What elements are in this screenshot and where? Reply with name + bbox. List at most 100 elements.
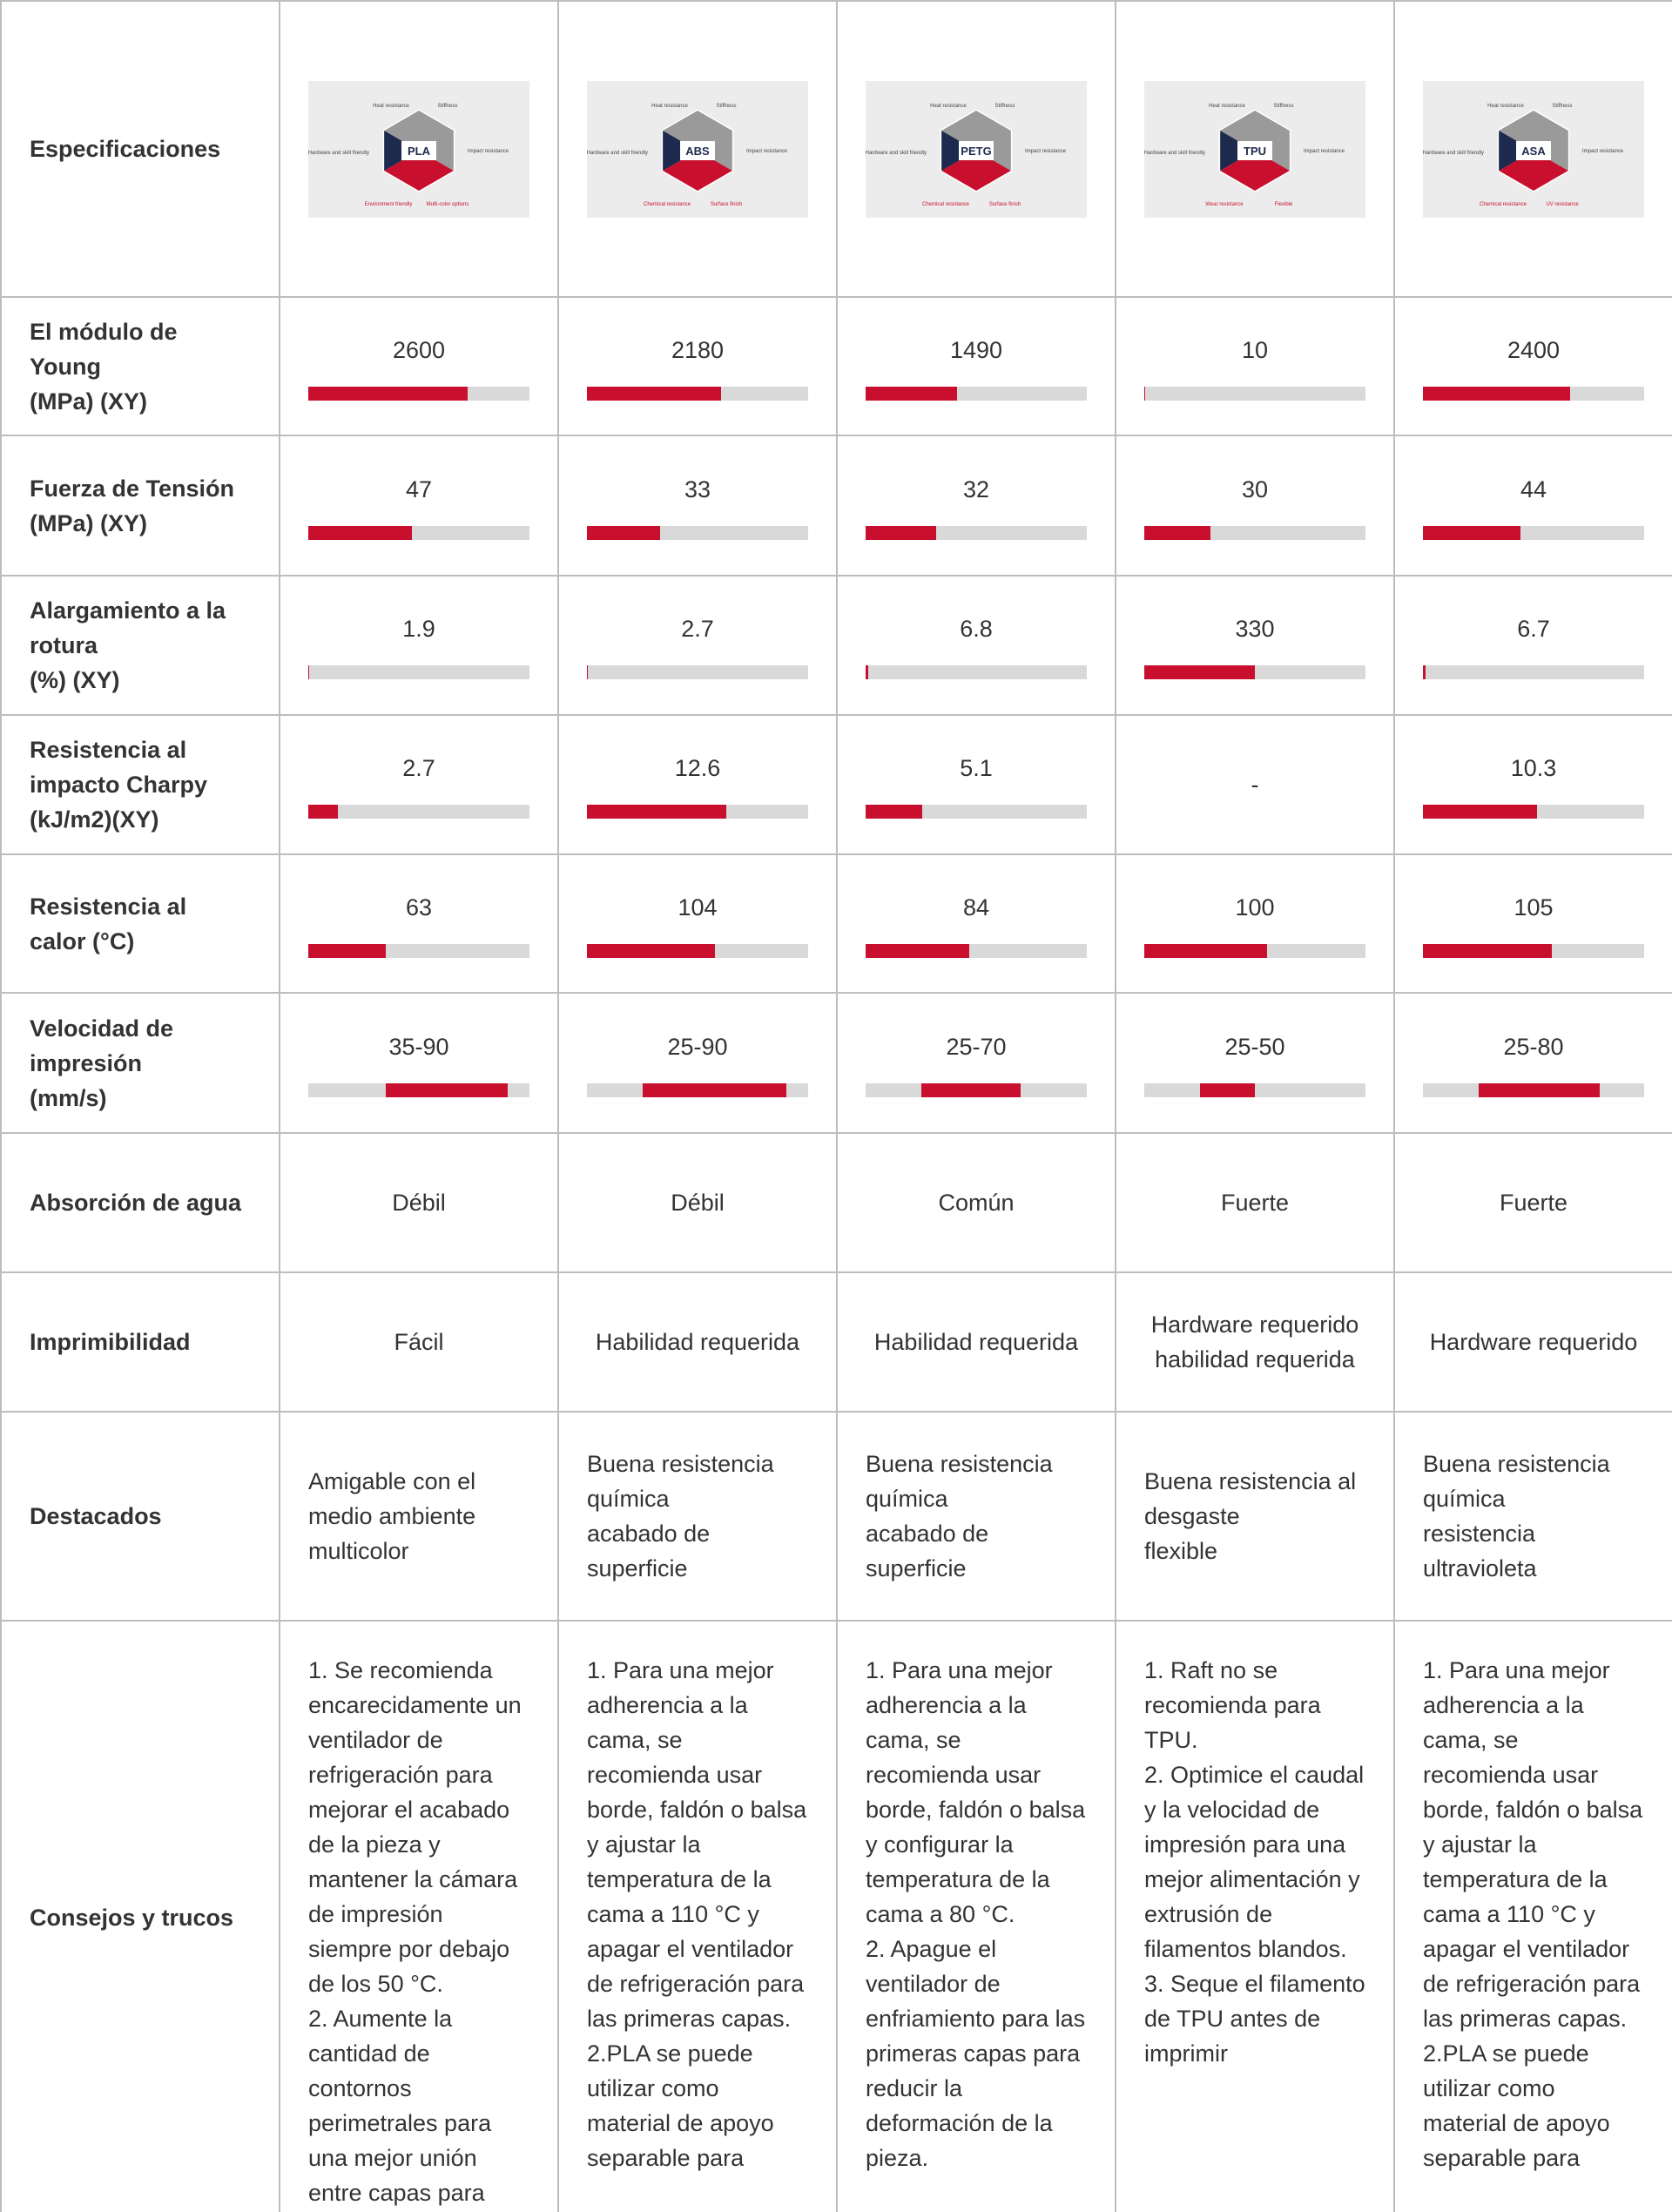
feature-label: Impact resistance — [468, 149, 509, 154]
value-text: 10 — [1241, 336, 1269, 363]
bar — [1144, 943, 1268, 958]
range-bar — [1478, 1082, 1601, 1097]
name-box — [1516, 140, 1551, 160]
value-cell: 2.7 — [279, 714, 559, 855]
bar-track — [1144, 1082, 1365, 1097]
bar-track — [587, 805, 808, 819]
row-label: Especificaciones — [0, 0, 280, 298]
feature-label: Impact resistance — [746, 149, 788, 154]
value-text: 2400 — [1507, 336, 1561, 363]
text-cell: 1. Se recomienda encarecidamente un vent… — [279, 1620, 559, 2212]
text-cell: Débil — [557, 1132, 838, 1273]
bar-track — [587, 1082, 808, 1097]
bar-track — [308, 525, 529, 540]
row-label: Imprimibilidad — [0, 1271, 280, 1413]
spec-row: Absorción de agua Débil Débil Común Fuerte Fu… — [0, 1132, 1672, 1273]
text-cell: Buena resistencia química resistencia ul… — [1393, 1411, 1672, 1622]
bar-track — [308, 805, 529, 819]
value-text: 10.3 — [1510, 755, 1557, 781]
name-box — [401, 140, 436, 160]
highlight-label: Multi-color options — [427, 202, 469, 207]
value-text: 33 — [684, 475, 711, 502]
bar-track — [308, 1082, 529, 1097]
spec-row: El módulo de Young (MPa) (XY) 2600 2180 149… — [0, 296, 1672, 436]
value-cell: 6.7 — [1393, 575, 1672, 716]
bar-track — [308, 665, 529, 679]
highlight-label: UV resistance — [1546, 202, 1579, 207]
value-text: 25-80 — [1503, 1033, 1564, 1060]
bar-track — [587, 943, 808, 958]
bar-track — [866, 943, 1087, 958]
cell-text: 1. Para una mejor adherencia a la cama, … — [866, 1657, 1086, 2171]
material-cell: TPU Heat resistance Stiffness Impact resist… — [1115, 0, 1395, 298]
bar — [1144, 386, 1145, 401]
bar — [1423, 805, 1537, 819]
value-text: 6.7 — [1517, 616, 1550, 642]
bar-track — [1423, 1082, 1644, 1097]
range-bar — [642, 1082, 786, 1097]
cell-text: Débil — [392, 1190, 446, 1216]
value-text: 5.1 — [960, 755, 993, 781]
value-cell: 25-70 — [836, 992, 1116, 1134]
value-text: 25-90 — [667, 1033, 728, 1060]
value-text: 1.9 — [402, 616, 435, 642]
range-bar — [1199, 1082, 1255, 1097]
value-text: 32 — [962, 475, 990, 502]
text-cell: Fuerte — [1393, 1132, 1672, 1273]
bar — [308, 525, 413, 540]
feature-label: Hardware and skill friendly — [587, 151, 648, 156]
bar-track — [1423, 665, 1644, 679]
text-cell: 1. Para una mejor adherencia a la cama, … — [1393, 1620, 1672, 2212]
bar — [866, 805, 922, 819]
text-cell: Hardware requerido habilidad requerida — [1115, 1271, 1395, 1413]
value-text: 44 — [1520, 475, 1547, 502]
value-cell: 2180 — [557, 296, 838, 436]
material-name: ABS — [685, 145, 710, 158]
material-diagram: PLA Heat resistance Stiffness Impact resist… — [308, 80, 529, 218]
feature-label: Heat resistance — [1209, 104, 1245, 109]
bar-track — [1144, 943, 1365, 958]
hex-bottom — [1499, 150, 1568, 191]
text-cell: Habilidad requerida — [836, 1271, 1116, 1413]
value-text: 35-90 — [388, 1033, 449, 1060]
bar — [308, 805, 339, 819]
bar-track — [308, 943, 529, 958]
bar — [866, 943, 969, 958]
highlight-label: Surface finish — [989, 202, 1021, 207]
bar — [587, 386, 721, 401]
cell-text: 1. Raft no se recomienda para TPU. 2. Op… — [1144, 1657, 1365, 2067]
value-text: 25-50 — [1224, 1033, 1285, 1060]
row-label: Destacados — [0, 1411, 280, 1622]
spec-row: Alargamiento a la rotura (%) (XY) 1.9 2.7 6… — [0, 575, 1672, 716]
bar — [1144, 665, 1255, 679]
row-label: Absorción de agua — [0, 1132, 280, 1273]
bar-track — [587, 665, 808, 679]
value-text: 2600 — [392, 336, 446, 363]
value-cell: 84 — [836, 853, 1116, 994]
spec-row: Consejos y trucos 1. Se recomienda encare… — [0, 1620, 1672, 2212]
value-text: 330 — [1235, 616, 1275, 642]
bar-track — [1423, 386, 1644, 401]
spec-row: Destacados Amigable con el medio ambiente… — [0, 1411, 1672, 1622]
value-cell: 1490 — [836, 296, 1116, 436]
row-label: Fuerza de Tensión (MPa) (XY) — [0, 435, 280, 577]
bar — [308, 386, 469, 401]
value-cell: 44 — [1393, 435, 1672, 577]
value-cell: 104 — [557, 853, 838, 994]
bar-track — [866, 525, 1087, 540]
bar — [866, 386, 958, 401]
name-box — [959, 140, 994, 160]
cell-text: Fuerte — [1499, 1190, 1568, 1216]
value-cell: 33 — [557, 435, 838, 577]
text-cell: 1. Para una mejor adherencia a la cama, … — [836, 1620, 1116, 2212]
text-cell: Hardware requerido — [1393, 1271, 1672, 1413]
value-cell: 105 — [1393, 853, 1672, 994]
bar — [587, 943, 715, 958]
text-cell: Fuerte — [1115, 1132, 1395, 1273]
value-text: 100 — [1235, 894, 1275, 921]
value-text: 105 — [1514, 894, 1554, 921]
feature-label: Stiffness — [1274, 104, 1294, 109]
row-label: El módulo de Young (MPa) (XY) — [0, 296, 280, 436]
material-name: PLA — [408, 145, 431, 158]
